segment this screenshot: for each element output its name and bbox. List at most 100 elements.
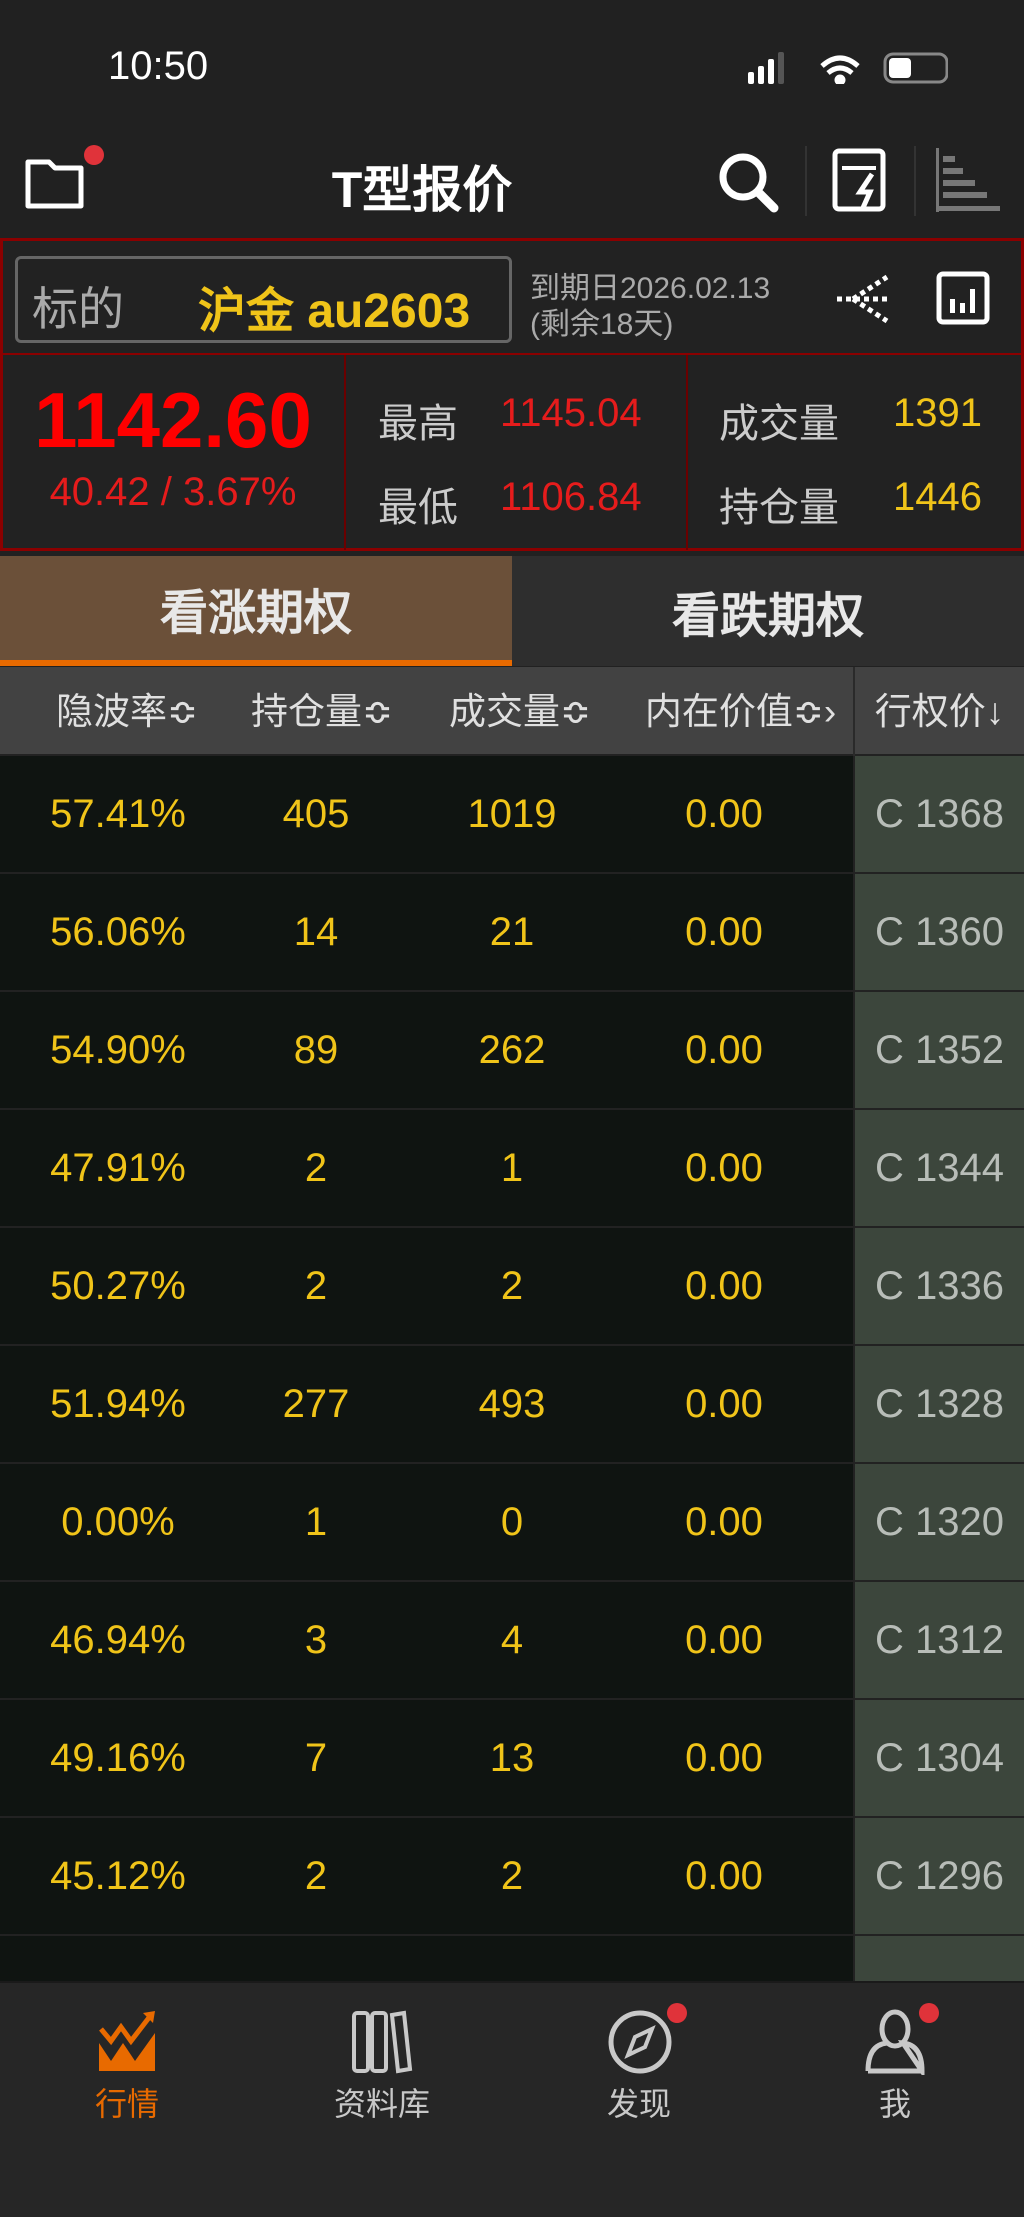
divider — [914, 146, 916, 216]
volume-cell: 262 — [478, 1028, 546, 1072]
table-row[interactable]: 54.90% 89 262 0.00 C 1352 — [0, 992, 1024, 1110]
volume-cell: 13 — [489, 1736, 535, 1780]
open-interest-cell: 2 — [304, 1264, 328, 1308]
volume-cell: 4 — [500, 1618, 524, 1662]
iv-cell: 47.91% — [50, 1146, 186, 1190]
bottom-nav: 行情 资料库 发现 我 — [0, 1981, 1024, 2217]
table-row[interactable]: 49.16% 7 13 0.00 C 1304 — [0, 1700, 1024, 1818]
days-remaining: (剩余18天) — [530, 308, 674, 341]
table-row[interactable]: 47.91% 2 1 0.00 C 1344 — [0, 1110, 1024, 1228]
volume-cell: 2 — [500, 1854, 524, 1898]
sort-bars-icon[interactable] — [936, 148, 1002, 214]
intrinsic-value-cell: 0.00 — [685, 1264, 763, 1308]
option-type-tabs: 看涨期权 看跌期权 — [0, 556, 1024, 666]
iv-cell: 46.94% — [50, 1618, 186, 1662]
iv-cell: 56.06% — [50, 910, 186, 954]
report-icon[interactable] — [832, 148, 890, 214]
iv-cell: 57.41% — [50, 792, 186, 836]
column-open-interest[interactable]: 持仓量≎ — [250, 691, 393, 732]
strike-cell: C 1336 — [853, 1228, 1024, 1344]
tab-put-options[interactable]: 看跌期权 — [512, 556, 1024, 666]
strike-cell: C 1296 — [853, 1818, 1024, 1934]
high-value: 1145.04 — [500, 391, 642, 435]
underlying-panel: 标的 沪金 au2603 到期日2026.02.13 (剩余18天) 1142.… — [0, 238, 1024, 551]
badge-dot — [919, 2003, 939, 2023]
open-interest-cell: 1 — [304, 1500, 328, 1544]
volume-value: 1391 — [893, 391, 982, 435]
open-interest-cell: 89 — [293, 1028, 339, 1072]
nav-label: 我 — [878, 2086, 911, 2122]
intrinsic-value-cell: 0.00 — [685, 910, 763, 954]
options-table: 57.41% 405 1019 0.00 C 1368 56.06% 14 21 0.00 C 1… — [0, 756, 1024, 2054]
folder-icon[interactable] — [25, 150, 89, 210]
table-row[interactable]: 45.12% 2 2 0.00 C 1296 — [0, 1818, 1024, 1936]
strike-cell: C 1360 — [853, 874, 1024, 990]
table-row[interactable]: 56.06% 14 21 0.00 C 1360 — [0, 874, 1024, 992]
table-row[interactable]: 57.41% 405 1019 0.00 C 1368 — [0, 756, 1024, 874]
quote-summary: 1142.60 40.42 / 3.67% 最高 1145.04 最低 1106… — [3, 353, 1021, 550]
column-volume[interactable]: 成交量≎ — [448, 691, 591, 732]
intrinsic-value-cell: 0.00 — [685, 1500, 763, 1544]
open-interest-cell: 2 — [304, 1854, 328, 1898]
signal-icon — [748, 52, 784, 84]
table-row[interactable]: 0.00% 1 0 0.00 C 1320 — [0, 1464, 1024, 1582]
user-icon — [865, 2009, 925, 2075]
intrinsic-value-cell: 0.00 — [685, 1854, 763, 1898]
nav-library[interactable]: 资料库 — [282, 1983, 482, 2133]
oi-value: 1446 — [893, 475, 982, 519]
open-interest-cell: 14 — [293, 910, 339, 954]
underlying-name: 沪金 au2603 — [198, 285, 471, 338]
iv-cell: 45.12% — [50, 1854, 186, 1898]
chart-icon[interactable] — [936, 271, 992, 327]
low-value: 1106.84 — [500, 475, 642, 519]
nav-market[interactable]: 行情 — [27, 1983, 227, 2133]
page-title: T型报价 — [331, 162, 513, 218]
volume-label: 成交量 — [719, 402, 839, 446]
table-row[interactable]: 46.94% 3 4 0.00 C 1312 — [0, 1582, 1024, 1700]
volume-cell: 493 — [478, 1382, 546, 1426]
wifi-icon — [820, 55, 860, 84]
search-icon[interactable] — [716, 150, 782, 216]
iv-cell: 51.94% — [50, 1382, 186, 1426]
price-change: 40.42 / 3.67% — [49, 470, 297, 514]
strike-cell: C 1352 — [853, 992, 1024, 1108]
intrinsic-value-cell: 0.00 — [685, 1028, 763, 1072]
expiry-date: 到期日2026.02.13 — [530, 272, 771, 305]
intrinsic-value-cell: 0.00 — [685, 1382, 763, 1426]
nav-discover[interactable]: 发现 — [539, 1983, 739, 2133]
open-interest-cell: 2 — [304, 1146, 328, 1190]
share-icon[interactable] — [835, 271, 891, 327]
intrinsic-value-cell: 0.00 — [685, 1146, 763, 1190]
strike-cell: C 1320 — [853, 1464, 1024, 1580]
column-iv[interactable]: 隐波率≎ — [55, 691, 198, 732]
nav-label: 资料库 — [333, 2086, 430, 2122]
open-interest-cell: 7 — [304, 1736, 328, 1780]
battery-icon — [883, 52, 948, 84]
tab-call-options[interactable]: 看涨期权 — [0, 556, 512, 666]
volume-cell: 2 — [500, 1264, 524, 1308]
nav-me[interactable]: 我 — [795, 1983, 995, 2133]
strike-cell: C 1368 — [853, 756, 1024, 872]
volume-cell: 1 — [500, 1146, 524, 1190]
books-icon — [352, 2010, 413, 2074]
iv-cell: 0.00% — [61, 1500, 175, 1544]
iv-cell: 54.90% — [50, 1028, 186, 1072]
strike-cell: C 1312 — [853, 1582, 1024, 1698]
volume-cell: 21 — [489, 910, 535, 954]
underlying-selector[interactable]: 标的 沪金 au2603 — [15, 256, 512, 343]
market-chart-icon — [99, 2011, 155, 2071]
table-row[interactable]: 50.27% 2 2 0.00 C 1336 — [0, 1228, 1024, 1346]
intrinsic-value-cell: 0.00 — [685, 1736, 763, 1780]
volume-cell: 1019 — [467, 792, 557, 836]
notification-dot — [84, 145, 104, 165]
column-intrinsic-value[interactable]: 内在价值≎› — [644, 691, 837, 732]
table-header: 隐波率≎ 持仓量≎ 成交量≎ 内在价值≎› 行权价↓ — [0, 667, 1024, 756]
nav-label: 行情 — [94, 2086, 159, 2122]
intrinsic-value-cell: 0.00 — [685, 1618, 763, 1662]
status-icons — [748, 52, 948, 84]
intrinsic-value-cell: 0.00 — [685, 792, 763, 836]
badge-dot — [667, 2003, 687, 2023]
table-row[interactable]: 51.94% 277 493 0.00 C 1328 — [0, 1346, 1024, 1464]
column-strike[interactable]: 行权价↓ — [853, 667, 1024, 756]
underlying-label: 标的 — [32, 283, 124, 335]
